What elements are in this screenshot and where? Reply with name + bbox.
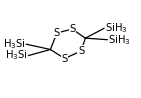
Text: S: S (54, 28, 60, 38)
Text: S: S (61, 54, 68, 64)
Text: SiH$_3$: SiH$_3$ (108, 33, 131, 47)
Text: H$_3$Si: H$_3$Si (5, 49, 27, 62)
Text: H$_3$Si: H$_3$Si (3, 37, 25, 51)
Text: S: S (78, 46, 84, 56)
Text: S: S (69, 24, 75, 34)
Text: SiH$_3$: SiH$_3$ (105, 21, 128, 35)
